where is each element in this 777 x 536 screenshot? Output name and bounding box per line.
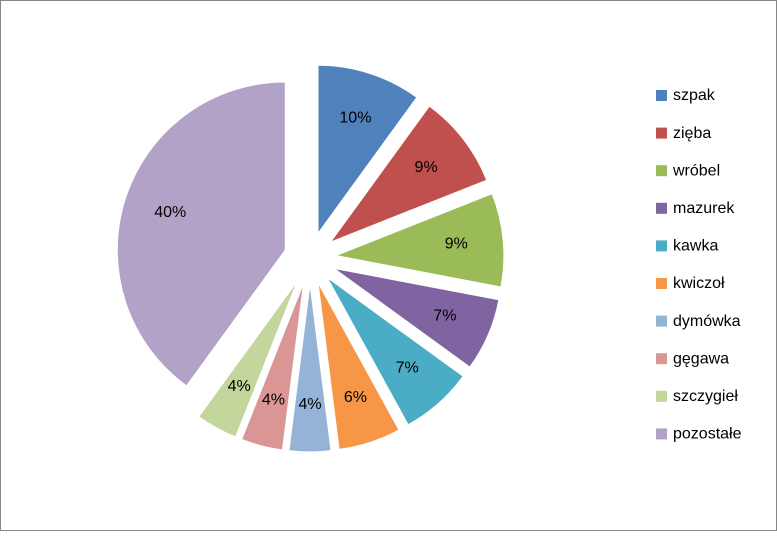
legend-swatch: [656, 353, 667, 365]
data-label: 4%: [298, 396, 321, 413]
data-label: 4%: [262, 392, 285, 409]
pie-slice: [334, 193, 505, 288]
legend-label: gęgawa: [673, 350, 729, 367]
pie-slice: [317, 64, 418, 235]
legend-swatch: [656, 315, 667, 327]
legend-label: wróbel: [672, 162, 720, 179]
legend-swatch: [656, 278, 667, 289]
legend-swatch: [656, 165, 667, 177]
pie-slice: [333, 267, 500, 368]
legend-label: zięba: [673, 125, 711, 142]
pie-slice: [198, 280, 298, 438]
data-label: 10%: [339, 109, 371, 126]
pie-slice: [241, 282, 305, 451]
data-label: 9%: [415, 159, 438, 176]
legend-label: szczygieł: [673, 388, 738, 405]
pie-slice: [326, 277, 464, 426]
pie-slice: [116, 81, 286, 387]
pie-slice: [329, 105, 488, 244]
legend-swatch: [656, 90, 667, 101]
legend-swatch: [656, 202, 667, 214]
legend-label: kawka: [673, 238, 718, 255]
data-label: 6%: [344, 389, 367, 406]
data-label: 4%: [228, 378, 251, 395]
data-label: 40%: [154, 204, 186, 221]
legend-swatch: [656, 240, 667, 252]
legend-label: pozostałe: [673, 426, 742, 443]
legend-label: dymówka: [673, 313, 741, 330]
data-label: 7%: [433, 308, 456, 325]
data-label: 7%: [396, 359, 419, 376]
pie-slice: [288, 283, 332, 453]
data-label: 9%: [445, 235, 468, 252]
legend-swatch: [656, 390, 667, 402]
legend-label: mazurek: [673, 200, 735, 217]
legend-label: szpak: [673, 87, 716, 104]
legend-swatch: [656, 127, 667, 139]
legend-swatch: [656, 428, 667, 440]
pie-slice: [317, 282, 400, 450]
legend-label: kwiczoł: [673, 275, 725, 292]
